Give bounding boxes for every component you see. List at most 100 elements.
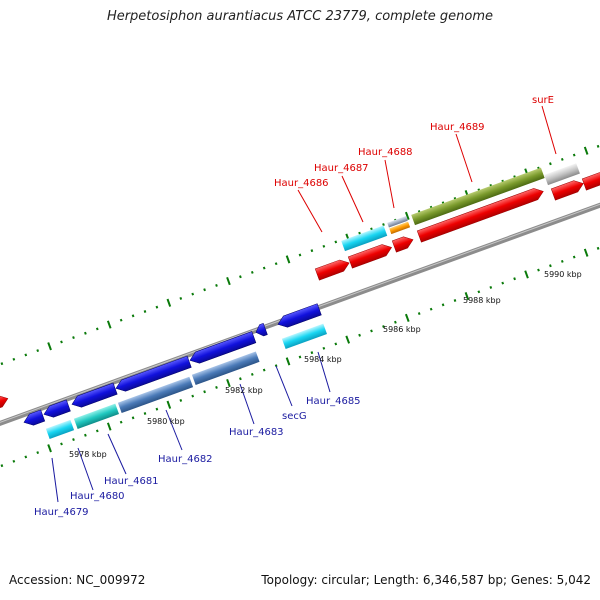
tick-minor	[191, 394, 195, 398]
tick-minor	[95, 429, 99, 433]
tick-minor	[382, 325, 385, 329]
tick-minor	[203, 288, 206, 292]
gene-label-haur-4682[interactable]: Haur_4682	[158, 454, 213, 465]
tick-minor	[155, 305, 159, 309]
tick-minor	[250, 270, 254, 274]
gene-label-haur-4685[interactable]: Haur_4685	[306, 396, 361, 407]
map-title: Herpetosiphon aurantiacus ATCC 23779, co…	[106, 9, 494, 24]
tick-minor	[501, 281, 505, 285]
gene-label-haur-4683[interactable]: Haur_4683	[229, 427, 284, 438]
gene-arrow-haur-4679[interactable]	[22, 409, 46, 428]
tick-major	[583, 146, 589, 155]
scale-label-5986: 5986 kbp	[383, 325, 421, 334]
tick-minor	[131, 314, 135, 318]
gene-label-haur-4681[interactable]: Haur_4681	[104, 476, 159, 487]
tick-minor	[537, 268, 540, 272]
gene-arrow-haur-4685[interactable]	[276, 303, 322, 330]
gene-label-secg[interactable]: secG	[282, 411, 307, 422]
gene-arrow-haur-4680[interactable]	[42, 399, 71, 420]
tick-minor	[95, 327, 99, 331]
tick-minor	[477, 290, 481, 294]
tick-minor	[489, 285, 493, 289]
gene-arrow-haur-4689-red[interactable]	[416, 186, 545, 243]
reverse-strand-features	[22, 303, 328, 440]
tick-minor	[572, 153, 576, 157]
feature-sure-gray[interactable]	[544, 163, 580, 186]
tick-major	[464, 292, 470, 301]
feature-haur-4688-slate[interactable]	[387, 216, 408, 228]
gene-label-haur-4688[interactable]: Haur_4688	[358, 147, 413, 158]
tick-minor	[60, 442, 63, 446]
tick-minor	[358, 333, 361, 337]
gene-arrow-sure-red[interactable]	[550, 178, 585, 201]
gene-arrow-haur-4687[interactable]	[347, 242, 393, 269]
scale-label-5990: 5990 kbp	[544, 270, 582, 279]
gene-label-haur-4687[interactable]: Haur_4687	[314, 163, 369, 174]
tick-minor	[155, 407, 159, 411]
feature-haur-4680-cyan[interactable]	[45, 419, 75, 440]
gene-label-haur-4689[interactable]: Haur_4689	[430, 122, 485, 133]
tick-major	[404, 313, 410, 322]
tick-minor	[560, 157, 564, 161]
scale-label-5988: 5988 kbp	[463, 296, 501, 305]
tick-minor	[334, 240, 338, 244]
tick-minor	[179, 398, 183, 402]
genome-stats-text: Topology: circular; Length: 6,346,587 bp…	[261, 573, 591, 587]
feature-haur-4687-cyan[interactable]	[341, 225, 388, 252]
tick-minor	[382, 223, 385, 227]
bottom-leader-lines	[51, 351, 331, 503]
feature-haur-4688-orange[interactable]	[389, 221, 411, 235]
tick-major	[524, 270, 529, 279]
tick-major	[226, 378, 231, 388]
gene-arrow-secg[interactable]	[254, 322, 268, 338]
feature-haur-4681-teal[interactable]	[73, 403, 120, 430]
gene-arrow-haur-4682[interactable]	[114, 355, 192, 394]
tick-minor	[84, 433, 87, 437]
feature-haur-4682-steel[interactable]	[117, 376, 194, 414]
gene-arrow-left-edge[interactable]	[0, 393, 10, 416]
gene-arrow-right-edge[interactable]	[581, 166, 600, 191]
tick-major	[106, 422, 112, 431]
tick-minor	[394, 320, 397, 324]
tick-minor	[24, 353, 28, 357]
tick-row-upper	[0, 144, 600, 366]
tick-minor	[131, 416, 135, 420]
tick-minor	[191, 292, 195, 296]
tick-major	[583, 248, 589, 257]
tick-major	[285, 357, 291, 366]
gene-arrow-haur-4686[interactable]	[314, 257, 351, 281]
accession-text: Accession: NC_009972	[9, 573, 146, 587]
tick-minor	[60, 340, 63, 344]
tick-minor	[215, 385, 218, 389]
tick-major	[404, 211, 410, 220]
tick-minor	[119, 420, 123, 424]
gene-label-sure[interactable]: surE	[532, 95, 554, 106]
feature-haur-4689-olive[interactable]	[411, 167, 545, 226]
tick-major	[106, 320, 112, 329]
tick-major	[47, 444, 52, 453]
gene-arrow-haur-4681[interactable]	[70, 382, 118, 410]
gene-label-haur-4679[interactable]: Haur_4679	[34, 507, 89, 518]
tick-minor	[453, 299, 457, 302]
tick-minor	[358, 231, 361, 235]
gene-arrow-haur-4683[interactable]	[188, 331, 257, 366]
tick-minor	[298, 253, 302, 257]
gene-label-haur-4686[interactable]: Haur_4686	[274, 178, 329, 189]
tick-minor	[513, 277, 516, 281]
tick-minor	[84, 331, 87, 335]
tick-major	[226, 276, 231, 286]
tick-minor	[298, 355, 302, 359]
feature-haur-4683-steel[interactable]	[191, 351, 260, 386]
tick-minor	[72, 336, 75, 340]
tick-minor	[441, 303, 445, 307]
scale-label-5978: 5978 kbp	[69, 450, 107, 459]
gene-arrow-haur-4688-red[interactable]	[391, 234, 415, 253]
tick-minor	[36, 451, 40, 455]
feature-haur-4685-cyan[interactable]	[281, 323, 328, 350]
tick-minor	[250, 372, 254, 376]
tick-minor	[119, 318, 123, 322]
tick-minor	[370, 227, 373, 231]
tick-minor	[0, 464, 4, 468]
tick-minor	[72, 438, 75, 442]
gene-label-haur-4680[interactable]: Haur_4680	[70, 491, 125, 502]
